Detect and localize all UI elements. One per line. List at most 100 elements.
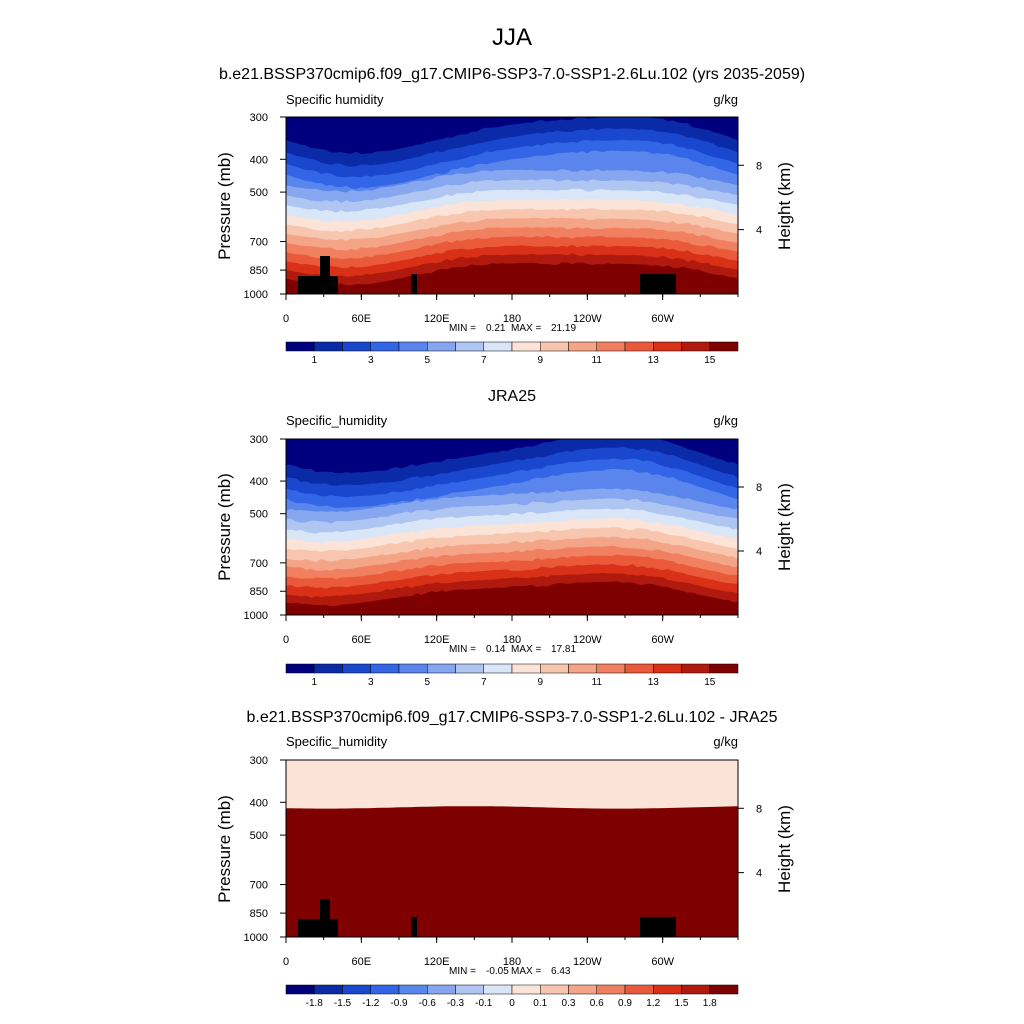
x-tick-label: 120W [573, 313, 602, 325]
y-tick-label: 700 [250, 558, 268, 570]
x-tick-label: 60W [651, 313, 674, 325]
colorbar-swatch [370, 663, 400, 674]
colorbar-swatch [540, 663, 569, 674]
y-tick-label: 500 [250, 830, 268, 842]
max-label: MAX = [511, 323, 541, 334]
colorbar-swatch [709, 341, 739, 352]
colorbar-swatch [653, 984, 682, 995]
y-tick-label: 850 [250, 586, 268, 598]
colorbar: 1 3 5 7 9 11 13 15 [285, 341, 739, 366]
colorbar-swatch [709, 984, 739, 995]
left-string: Specific_humidity [286, 734, 388, 749]
panel-reanalysis: JRA25 Specific_humidity g/kg Pressure (m… [215, 388, 794, 688]
left-string: Specific humidity [286, 92, 384, 107]
colorbar-label: -1.2 [362, 998, 380, 1009]
x-tick-label: 60W [651, 956, 674, 968]
colorbar-swatch [681, 984, 710, 995]
max-value: 21.19 [551, 323, 576, 334]
x-tick-label: 120E [424, 634, 450, 646]
colorbar-swatch [568, 984, 597, 995]
min-label: MIN = [449, 644, 476, 655]
colorbar-label: -0.3 [447, 998, 465, 1009]
colorbar-swatch [342, 341, 371, 352]
y-tick-label: 700 [250, 237, 268, 249]
y-tick-label: 300 [250, 434, 268, 446]
colorbar-label: 7 [481, 355, 487, 366]
colorbar-swatch [427, 663, 456, 674]
y-tick-label: 500 [250, 187, 268, 199]
y-tick-label: 400 [250, 797, 268, 809]
colorbar-swatch [398, 984, 428, 995]
colorbar-label: 1 [311, 677, 317, 688]
units-string: g/kg [713, 92, 738, 107]
colorbar-swatch [455, 663, 484, 674]
y-axis-label: Pressure (mb) [215, 473, 234, 581]
colorbar-swatch [540, 341, 569, 352]
units-string: g/kg [713, 413, 738, 428]
y-tick-label: 400 [250, 154, 268, 166]
contour-plot [286, 439, 738, 615]
colorbar-swatch [455, 341, 484, 352]
colorbar-label: 9 [537, 355, 543, 366]
y-tick-label: 850 [250, 265, 268, 277]
topography-mask [411, 917, 417, 937]
season-title: JJA [492, 24, 532, 51]
y2-tick-label: 4 [756, 546, 762, 558]
colorbar-label: -0.6 [419, 998, 437, 1009]
x-tick-label: 120W [573, 634, 602, 646]
y2-axis-label: Height (km) [775, 162, 794, 250]
colorbar-swatch [285, 341, 315, 352]
colorbar-swatch [596, 341, 626, 352]
panel-title: b.e21.BSSP370cmip6.f09_g17.CMIP6-SSP3-7.… [219, 66, 805, 83]
colorbar-swatch [511, 663, 541, 674]
x-tick-label: 60W [651, 634, 674, 646]
colorbar-swatch [427, 341, 456, 352]
colorbar-swatch [398, 663, 428, 674]
colorbar-swatch [455, 984, 484, 995]
y-tick-label: 300 [250, 112, 268, 124]
colorbar-label: 0.9 [618, 998, 632, 1009]
x-tick-label: 120E [424, 956, 450, 968]
colorbar-swatch [427, 984, 456, 995]
topography-mask [640, 917, 676, 937]
x-tick-label: 60E [352, 313, 372, 325]
colorbar-label: 1 [311, 355, 317, 366]
colorbar-label: 9 [537, 677, 543, 688]
panel-title: b.e21.BSSP370cmip6.f09_g17.CMIP6-SSP3-7.… [247, 709, 778, 726]
x-tick-label: 180 [503, 634, 521, 646]
x-tick-label: 120W [573, 956, 602, 968]
colorbar-swatch [398, 341, 428, 352]
x-tick-label: 60E [352, 956, 372, 968]
max-value: 17.81 [551, 644, 576, 655]
colorbar-label: 5 [424, 677, 430, 688]
colorbar-swatch [483, 984, 513, 995]
x-tick-label: 120E [424, 313, 450, 325]
contour-plot [286, 117, 738, 294]
colorbar-label: 1.2 [646, 998, 660, 1009]
y-tick-label: 300 [250, 755, 268, 767]
colorbar-label: 11 [592, 355, 603, 366]
x-tick-label: 0 [283, 956, 289, 968]
colorbar-swatch [624, 663, 654, 674]
y2-tick-label: 8 [756, 160, 762, 172]
min-value: -0.05 [486, 966, 509, 977]
min-max-readout: MIN = 0.14 MAX = 17.81 [449, 644, 576, 655]
colorbar-swatch [285, 984, 315, 995]
colorbar-swatch [342, 663, 371, 674]
colorbar-label: 0.1 [533, 998, 547, 1009]
colorbar-swatch [568, 663, 597, 674]
colorbar-swatch [314, 341, 343, 352]
panel-model: b.e21.BSSP370cmip6.f09_g17.CMIP6-SSP3-7.… [215, 66, 805, 366]
contour-band [286, 262, 738, 294]
x-tick-label: 0 [283, 313, 289, 325]
units-string: g/kg [713, 734, 738, 749]
colorbar-label: 0.6 [590, 998, 604, 1009]
y-tick-label: 1000 [244, 932, 268, 944]
colorbar-swatch [511, 984, 541, 995]
x-tick-label: 60E [352, 634, 372, 646]
colorbar-label: 1.5 [675, 998, 689, 1009]
colorbar-swatch [596, 663, 626, 674]
contour-band [286, 581, 738, 615]
colorbar-swatch [285, 663, 315, 674]
min-label: MIN = [449, 323, 476, 334]
